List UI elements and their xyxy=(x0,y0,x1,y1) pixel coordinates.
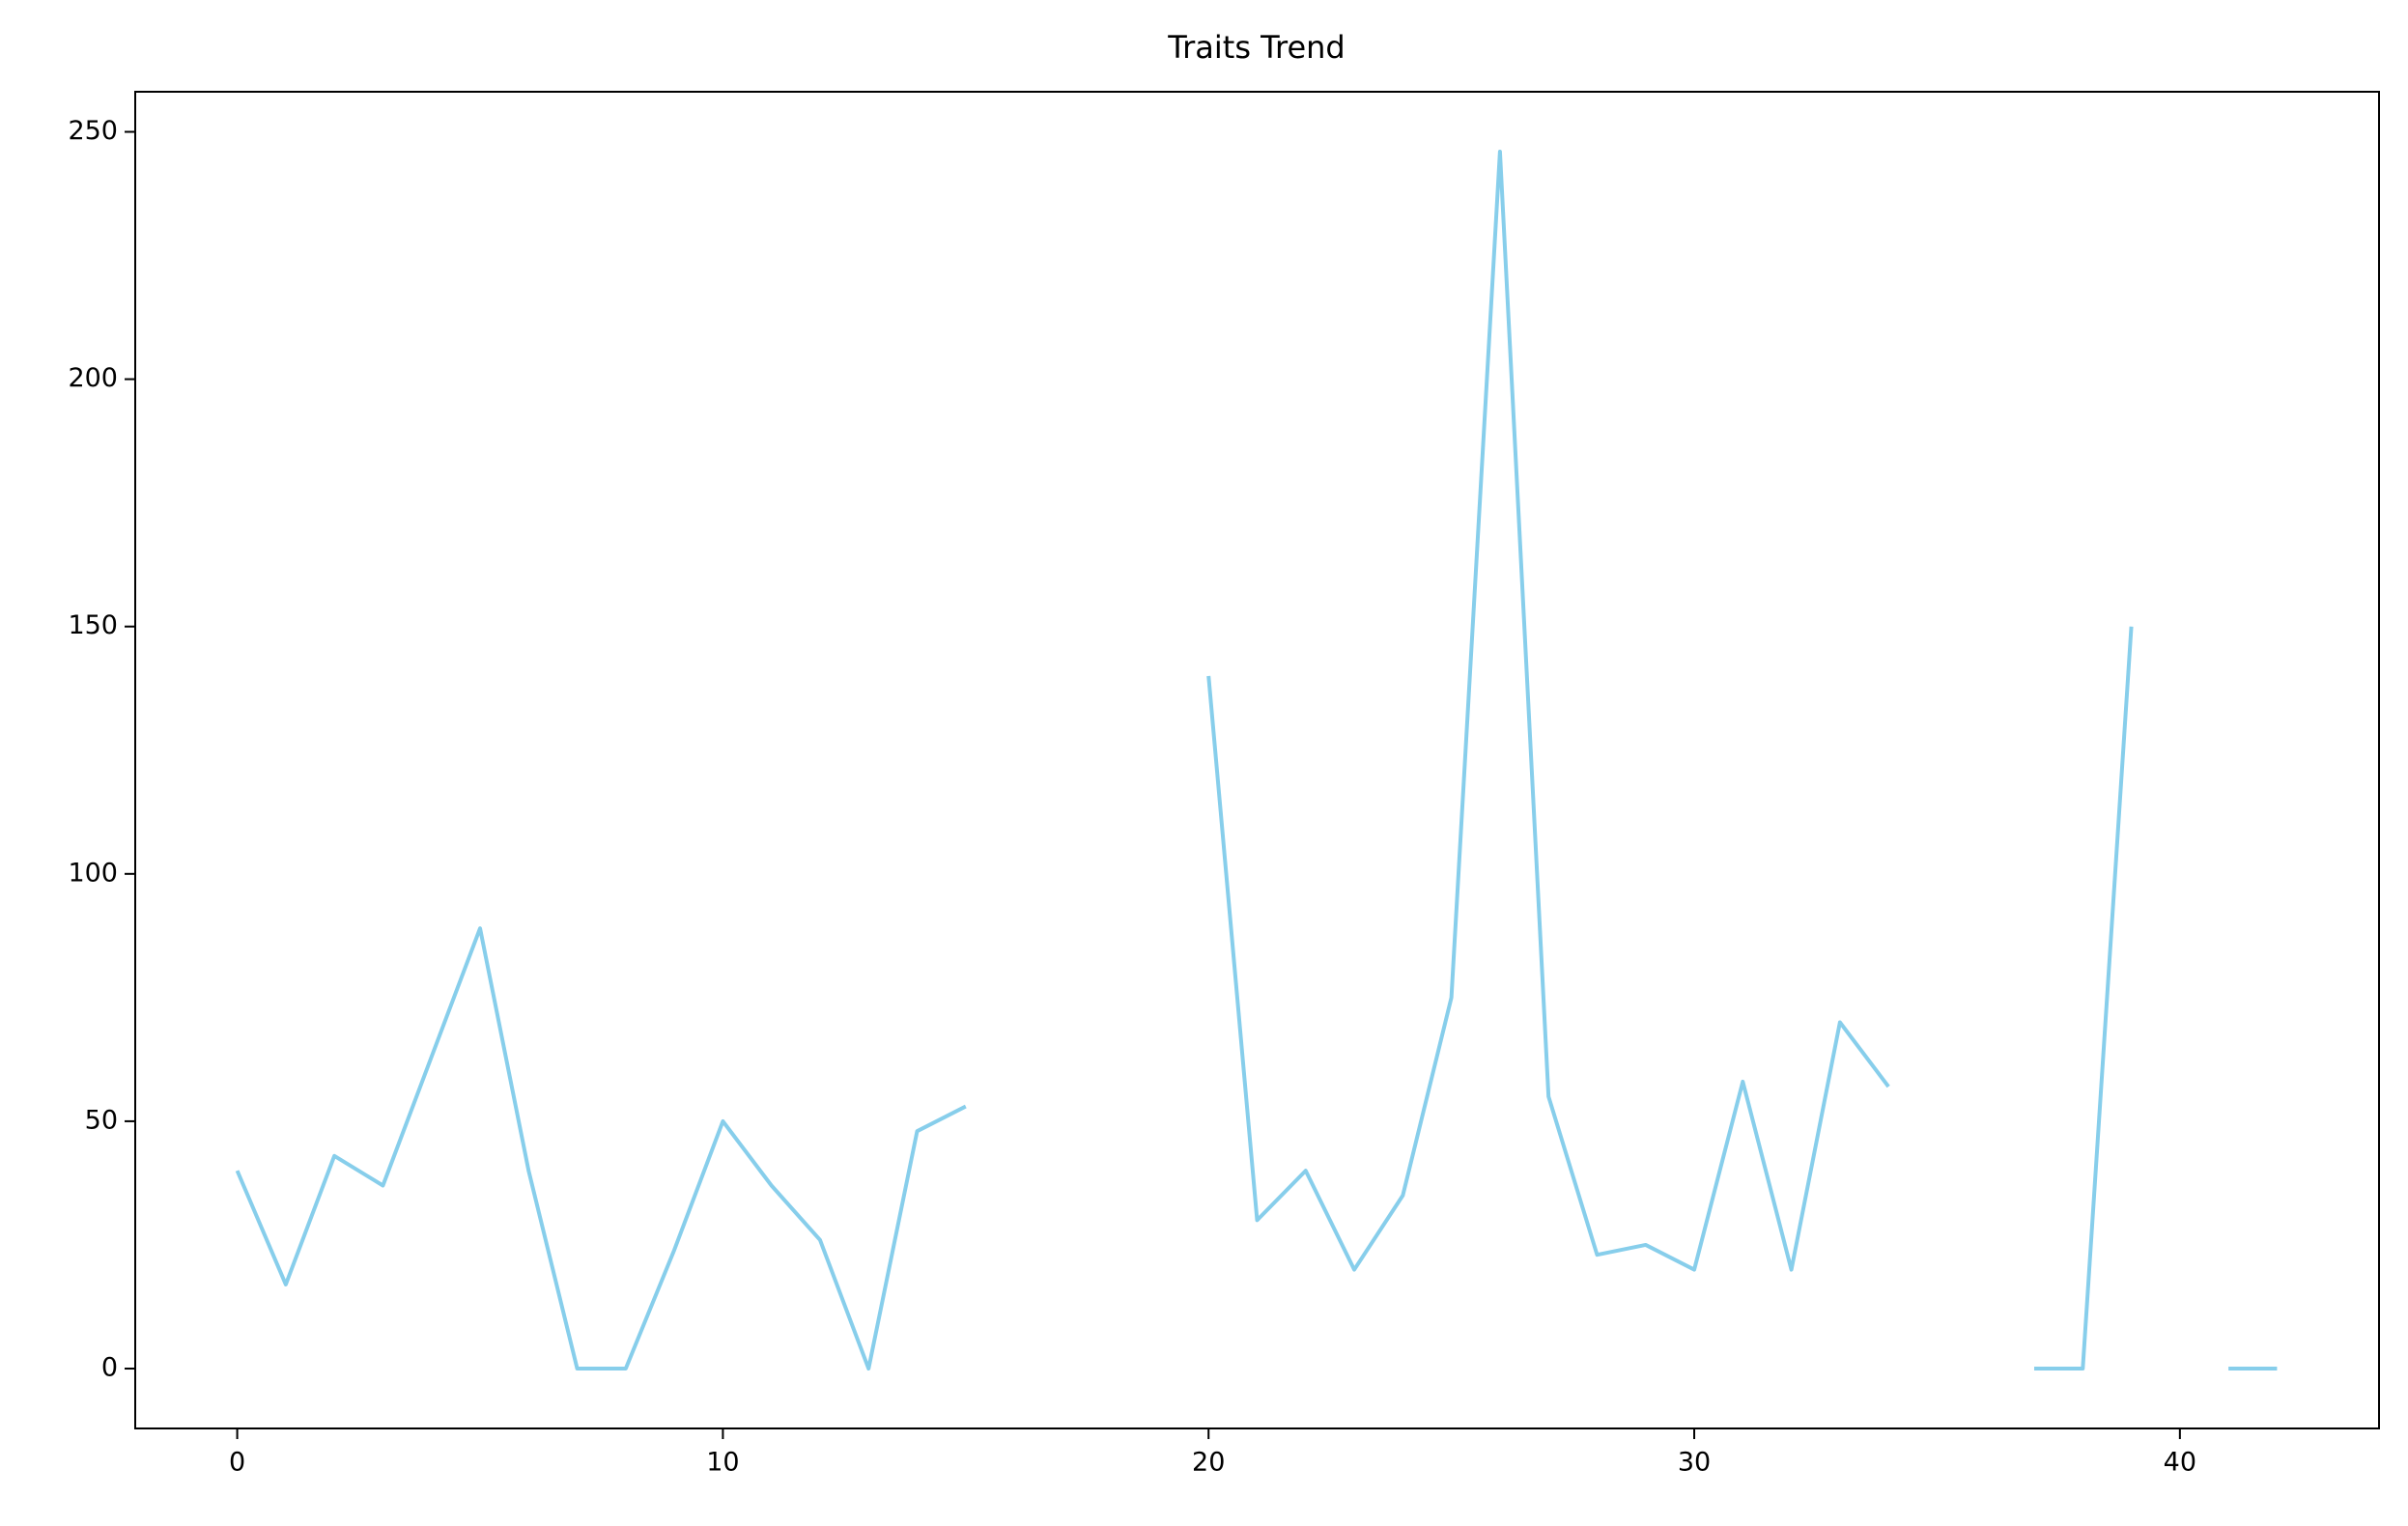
plot-frame xyxy=(134,91,2380,1429)
x-tick-label: 0 xyxy=(229,1448,245,1478)
line-series xyxy=(235,926,967,1371)
y-tick-label: 250 xyxy=(68,116,118,146)
x-tick-label: 30 xyxy=(1678,1448,1711,1478)
line-series xyxy=(1206,149,1890,1272)
chart-title: Traits Trend xyxy=(1167,29,1345,66)
y-tick-label: 150 xyxy=(68,610,118,640)
y-tick-label: 200 xyxy=(68,363,118,393)
x-tick-label: 10 xyxy=(706,1448,739,1478)
y-tick-label: 0 xyxy=(101,1353,118,1383)
x-tick-label: 20 xyxy=(1192,1448,1225,1478)
line-series xyxy=(2034,626,2134,1371)
x-tick-label: 40 xyxy=(2164,1448,2196,1478)
y-tick-label: 50 xyxy=(85,1105,118,1135)
y-tick-label: 100 xyxy=(68,858,118,888)
